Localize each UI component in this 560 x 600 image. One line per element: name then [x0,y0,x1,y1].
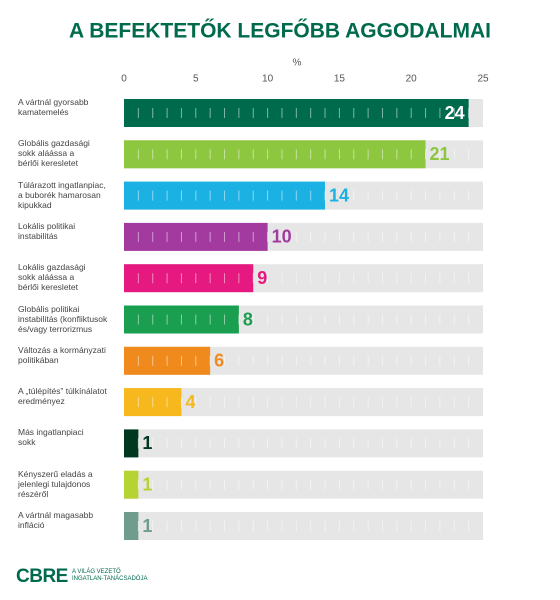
value-label: 14 [329,185,349,205]
x-tick-label: 5 [193,74,199,85]
value-label: 1 [142,516,152,536]
value-label: 1 [142,433,152,453]
value-label: 24 [445,103,465,123]
category-label: A vártnál gyorsabb kamatemelés [18,97,89,117]
logo: CBRE [16,566,68,587]
bar-track [124,388,483,417]
x-tick-label: 10 [262,74,274,85]
category-label: A „túlépítés” túlkínálatot eredményez [18,386,107,407]
category-label: Változás a kormányzati politikában [18,344,106,365]
category-label: Globális politikai instabilitás (konflik… [18,303,108,334]
category-label: Túlárazott ingatlanpiac, a buborék hamar… [18,179,106,210]
x-tick-label: 15 [334,74,346,85]
category-label: Kényszerű eladás a jelenlegi tulajdonos … [18,468,93,499]
bar-track [124,512,483,540]
x-tick-label: 0 [121,74,127,85]
category-label: Lokális politikai instabilitás [18,220,76,241]
value-label: 4 [185,392,195,412]
value-label: 21 [430,144,450,164]
category-label: Más ingatlanpiaci sokk [18,427,84,448]
bar [124,140,426,169]
chart-title: A BEFEKTETŐK LEGFŐBB AGGODALMAI [69,20,491,43]
bar [124,429,139,458]
x-tick-label: 25 [477,74,489,85]
x-tick-label: 20 [406,74,418,85]
x-axis-label: % [293,58,302,69]
bar [124,470,139,499]
value-label: 10 [272,227,292,247]
category-label: Lokális gazdasági sokk aláássa a bérlői … [18,262,86,293]
category-label: Globális gazdasági sokk aláássa a bérlői… [18,138,90,169]
value-label: 1 [142,474,152,494]
value-label: 9 [257,268,267,288]
value-label: 8 [243,309,253,329]
bar-track [124,470,483,499]
category-label: A vártnál magasabb infláció [18,510,94,530]
value-label: 6 [214,351,224,371]
bar [124,512,139,540]
bar [124,264,254,293]
tagline: A VILÁG VEZETŐ INGATLAN-TANÁCSADÓJA [72,569,148,582]
bar-track [124,429,483,458]
